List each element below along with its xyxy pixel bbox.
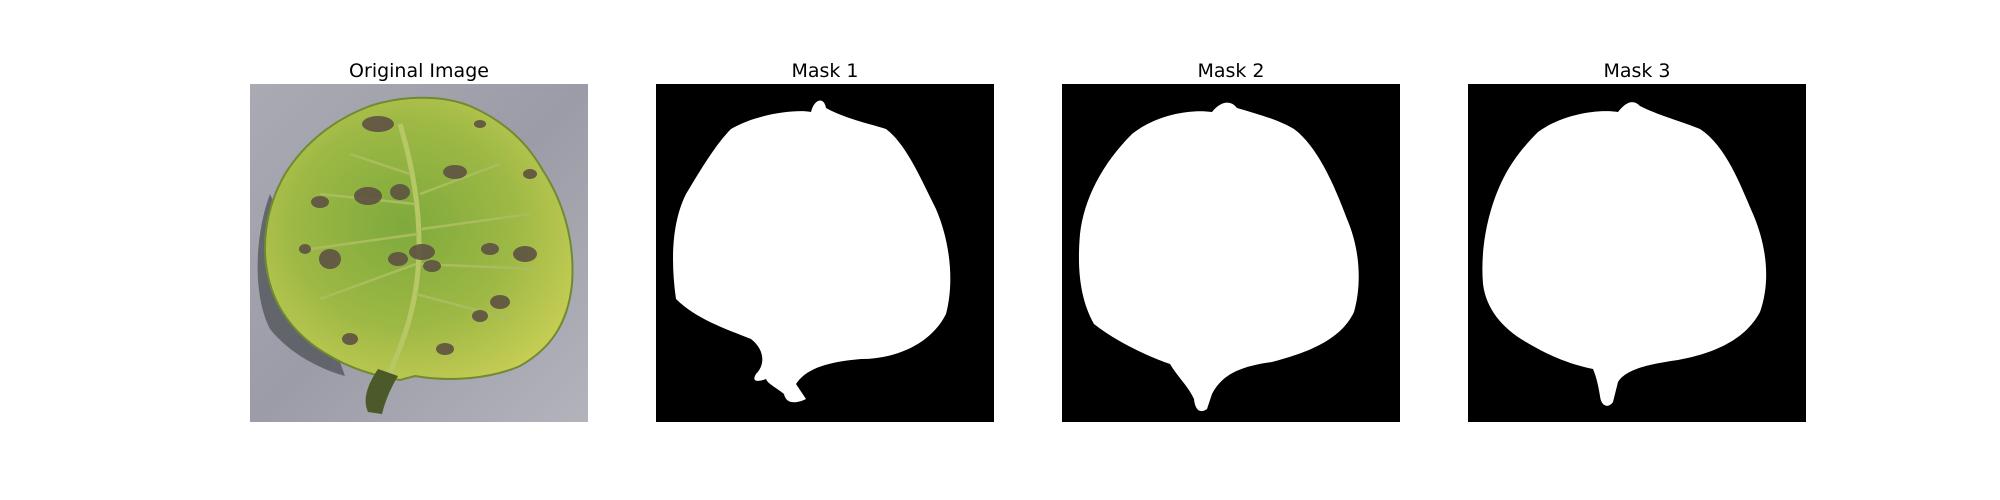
panel-mask-1: Mask 1: [656, 0, 994, 500]
original-image: [250, 84, 588, 422]
mask-2-image: [1062, 84, 1400, 422]
mask-shape: [1078, 102, 1359, 412]
panel-title: Mask 3: [1603, 60, 1671, 82]
panel-mask-3: Mask 3: [1468, 0, 1806, 500]
mask-3-image: [1468, 84, 1806, 422]
leaf-stem: [365, 369, 398, 414]
mask-1-image: [656, 84, 994, 422]
leaf-lesions: [299, 116, 537, 355]
panel-title: Mask 1: [791, 60, 859, 82]
panel-mask-2: Mask 2: [1062, 0, 1400, 500]
mask-shape: [1482, 102, 1767, 406]
panel-original-image: Original Image: [250, 0, 588, 500]
panel-title: Original Image: [349, 60, 489, 82]
leaf-midrib: [382, 123, 422, 385]
mask-shape: [673, 100, 951, 403]
leaf-photo: [250, 84, 588, 422]
panel-title: Mask 2: [1197, 60, 1265, 82]
